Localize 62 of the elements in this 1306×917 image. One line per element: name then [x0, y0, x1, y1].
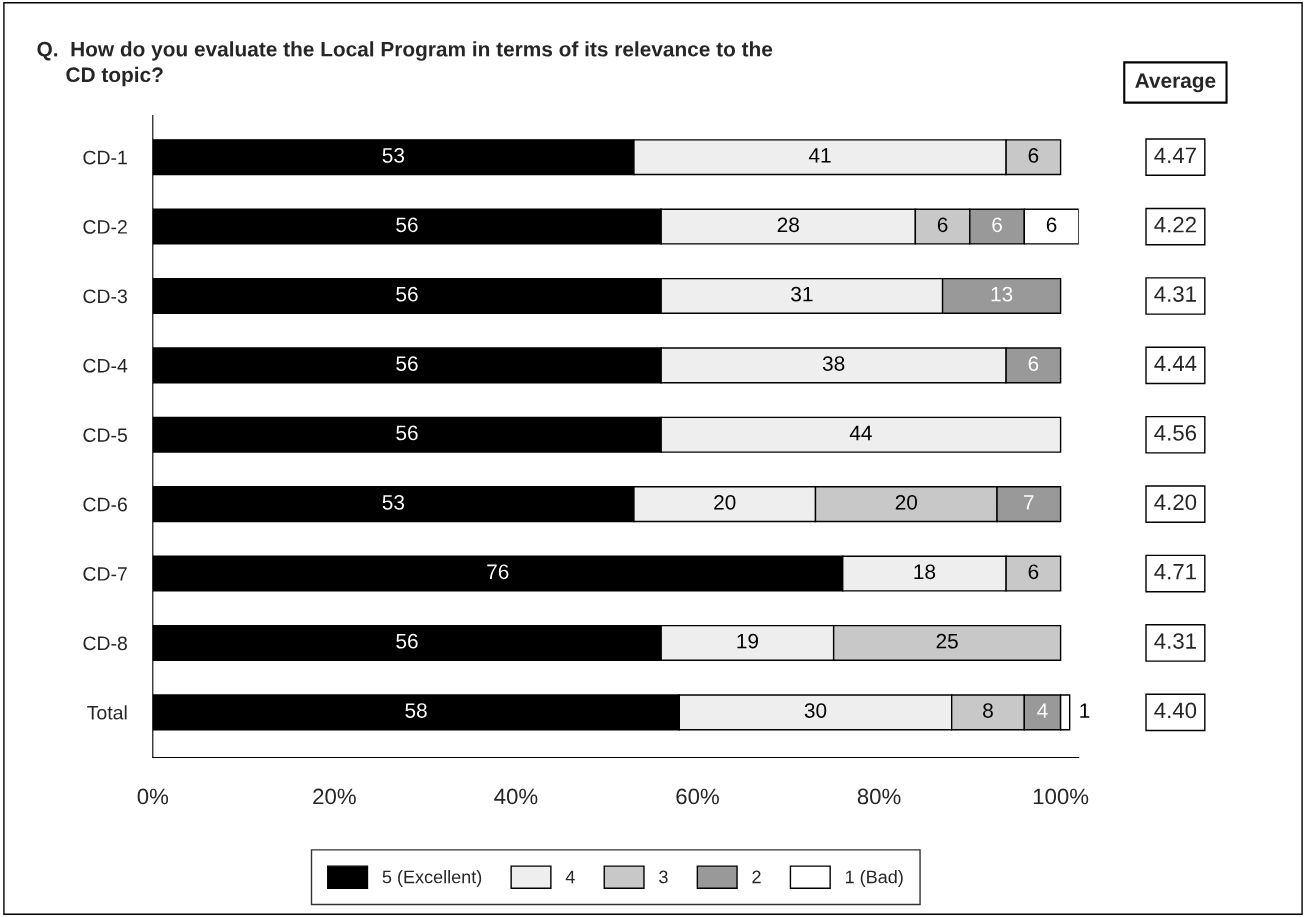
y-tick-label: CD-8 — [83, 636, 127, 651]
legend-label: 4 — [565, 870, 575, 884]
text: 4.31 — [1154, 633, 1196, 649]
data-label: 6 — [1028, 356, 1039, 371]
data-label: 76 — [487, 564, 509, 580]
data-label: 56 — [396, 633, 418, 649]
text: 4.20 — [1154, 494, 1197, 511]
text: 4.71 — [1154, 564, 1196, 580]
data-label: 6 — [1028, 564, 1039, 580]
data-label: 41 — [808, 148, 831, 163]
data-label: 56 — [396, 356, 418, 371]
data-label: 25 — [936, 633, 958, 649]
data-label: 7 — [1024, 495, 1034, 510]
data-label: 53 — [382, 494, 405, 510]
data-label: 13 — [991, 286, 1013, 302]
data-label: 56 — [396, 286, 418, 302]
data-label: 31 — [791, 286, 813, 302]
data-label: 8 — [983, 703, 993, 718]
text: 4.22 — [1154, 216, 1196, 233]
y-tick-label: Total — [87, 705, 127, 720]
y-tick-label: CD-7 — [83, 567, 127, 581]
y-tick-label: CD-2 — [83, 220, 127, 234]
text: 4.56 — [1154, 424, 1197, 441]
x-tick-label: 80% — [857, 788, 901, 805]
data-label: 53 — [382, 148, 405, 163]
data-label: 4 — [1037, 703, 1048, 718]
text: 4.40 — [1154, 702, 1197, 719]
y-tick-label: CD-4 — [83, 358, 128, 373]
data-label: 6 — [937, 217, 948, 233]
data-label: 1 — [1080, 703, 1090, 718]
chart-title: Q. How do you evaluate the Local Program in terms of its relevance to the CD topic? — [37, 41, 773, 87]
text: 4.47 — [1154, 147, 1196, 163]
x-tick-label: 60% — [676, 788, 719, 805]
legend-label: 1 (Bad) — [845, 870, 903, 887]
data-label: 30 — [804, 703, 827, 718]
y-tick-label: CD-6 — [83, 497, 127, 512]
data-label: 28 — [777, 217, 799, 233]
data-label: 56 — [396, 217, 418, 233]
y-tick-label: CD-5 — [83, 428, 127, 442]
data-label: 19 — [737, 633, 759, 649]
data-label: 56 — [396, 425, 418, 441]
y-tick-label: CD-1 — [83, 150, 127, 165]
data-label: 18 — [914, 564, 936, 580]
text: Average — [1135, 73, 1216, 93]
data-label: 38 — [822, 356, 845, 371]
data-label: 20 — [895, 494, 918, 510]
legend-label: 3 — [659, 870, 668, 884]
data-label: 58 — [405, 703, 427, 718]
text: 4.44 — [1154, 355, 1197, 372]
legend-label: 5 (Excellent) — [382, 870, 482, 887]
text: 4.31 — [1154, 286, 1196, 302]
x-tick-label: 20% — [313, 788, 356, 805]
x-tick-label: 40% — [494, 788, 538, 805]
data-label: 6 — [1046, 217, 1057, 233]
legend-label: 2 — [752, 870, 761, 884]
data-label: 20 — [714, 494, 736, 510]
data-label: 6 — [1028, 148, 1039, 163]
data-label: 44 — [849, 425, 872, 441]
y-tick-label: CD-3 — [83, 289, 127, 304]
data-label: 6 — [992, 217, 1002, 233]
x-tick-label: 0% — [137, 788, 169, 805]
x-tick-label: 100% — [1033, 788, 1089, 805]
